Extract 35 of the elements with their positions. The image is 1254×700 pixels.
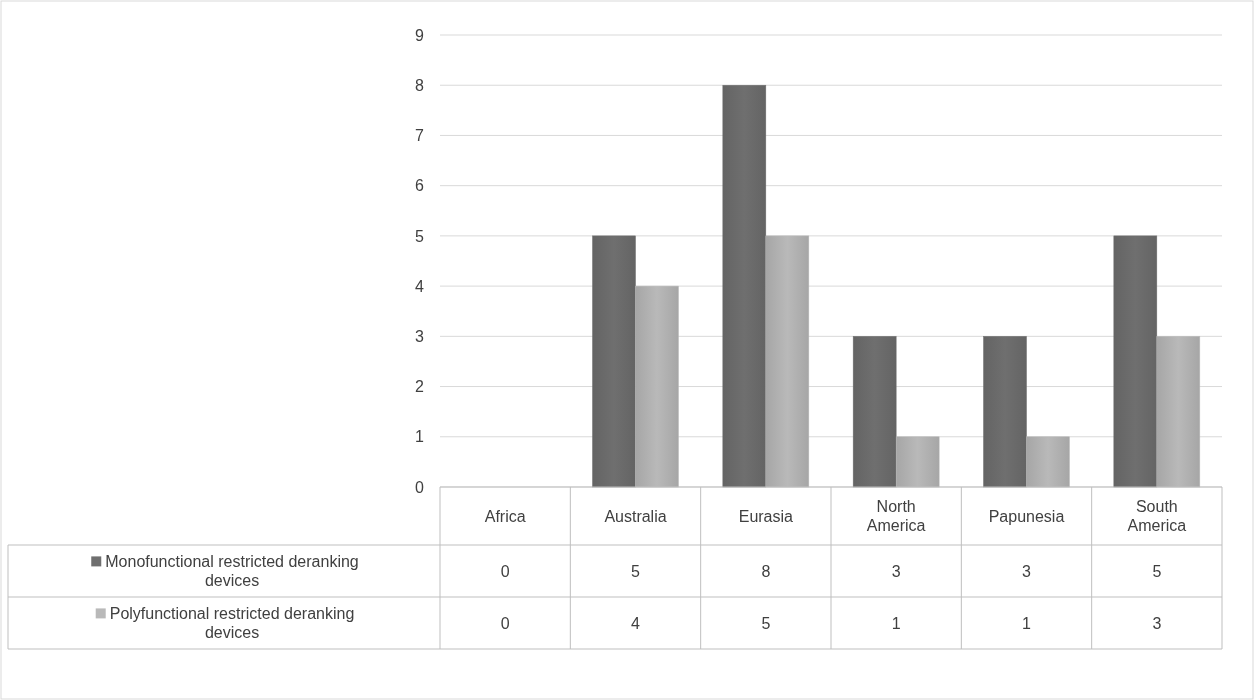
bar	[852, 336, 897, 488]
data-label: 5	[631, 562, 641, 580]
y-tick-label: 4	[415, 277, 425, 295]
data-label: 3	[1022, 562, 1032, 580]
data-label: 0	[500, 562, 510, 580]
bar	[722, 84, 767, 488]
data-label: 5	[761, 614, 771, 632]
x-tick-label: South America	[1127, 498, 1187, 535]
data-label: 3	[891, 562, 901, 580]
data-label: 1	[891, 614, 901, 632]
bar	[983, 336, 1027, 488]
legend-label: Monofunctional restricted deranking devices	[105, 553, 359, 590]
data-label: 3	[1152, 614, 1162, 632]
x-tick-label: Eurasia	[738, 507, 794, 525]
data-label: 5	[1152, 562, 1162, 580]
data-label: 1	[1022, 614, 1032, 632]
y-tick-label: 9	[415, 26, 425, 44]
data-label: 4	[631, 614, 641, 632]
bar	[592, 235, 636, 488]
data-label: 8	[761, 562, 771, 580]
y-tick-label: 8	[415, 76, 425, 94]
y-tick-label: 0	[415, 478, 425, 496]
x-tick-label: Papunesia	[988, 507, 1065, 525]
y-tick-label: 7	[415, 127, 425, 145]
y-tick-label: 2	[415, 378, 425, 396]
bar	[1113, 235, 1158, 488]
x-tick-label: Africa	[484, 507, 526, 525]
y-tick-label: 6	[415, 177, 425, 195]
x-tick-label: North America	[866, 498, 926, 535]
y-tick-label: 3	[415, 327, 425, 345]
y-tick-label: 1	[415, 428, 425, 446]
y-tick-label: 5	[415, 227, 425, 245]
x-tick-label: Australia	[604, 507, 667, 525]
legend-label: Polyfunctional restricted deranking devices	[109, 605, 355, 642]
data-label: 0	[500, 614, 510, 632]
